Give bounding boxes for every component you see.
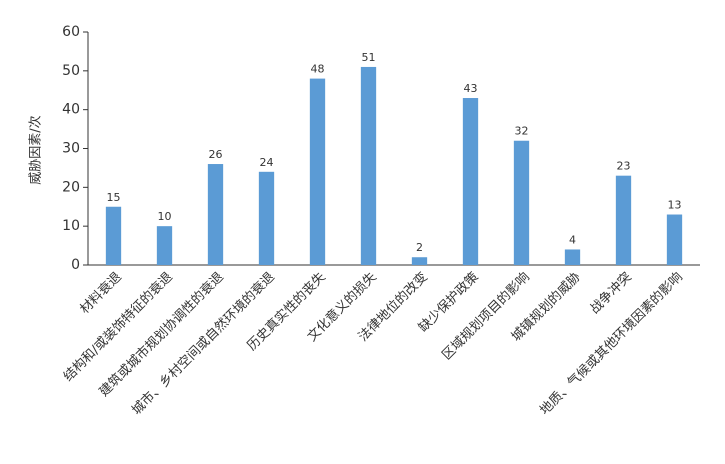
bar: [564, 249, 581, 265]
y-tick-label: 10: [62, 218, 80, 234]
value-label: 43: [464, 82, 478, 95]
bar: [207, 164, 224, 265]
value-label: 10: [158, 210, 172, 223]
y-axis-label: 威胁因素/次: [28, 115, 44, 184]
bar: [462, 98, 479, 266]
y-tick-label: 40: [62, 102, 80, 118]
x-tick-label: 区域规划项目的影响: [439, 269, 533, 363]
bar: [666, 214, 683, 265]
y-tick-label: 60: [62, 24, 80, 40]
value-label: 23: [617, 160, 631, 173]
value-label: 15: [107, 191, 121, 204]
y-tick-label: 30: [62, 141, 80, 157]
value-label: 26: [209, 148, 223, 161]
y-tick-label: 0: [71, 257, 80, 273]
x-tick-label: 战争冲突: [587, 269, 635, 317]
bar: [309, 78, 326, 265]
bar: [411, 257, 428, 265]
bar: [105, 206, 122, 265]
y-tick-label: 50: [62, 63, 80, 79]
bar: [360, 66, 377, 265]
value-label: 51: [362, 51, 376, 64]
y-tick-label: 20: [62, 179, 80, 195]
value-label: 4: [569, 233, 576, 246]
value-label: 48: [311, 63, 325, 76]
bar: [156, 226, 173, 265]
value-label: 2: [416, 241, 423, 254]
value-label: 24: [260, 156, 274, 169]
value-label: 13: [668, 199, 682, 212]
x-tick-label: 材料衰退: [77, 269, 125, 317]
bar: [513, 140, 530, 265]
bar: [258, 171, 275, 265]
bar: [615, 175, 632, 265]
value-label: 32: [515, 125, 529, 138]
